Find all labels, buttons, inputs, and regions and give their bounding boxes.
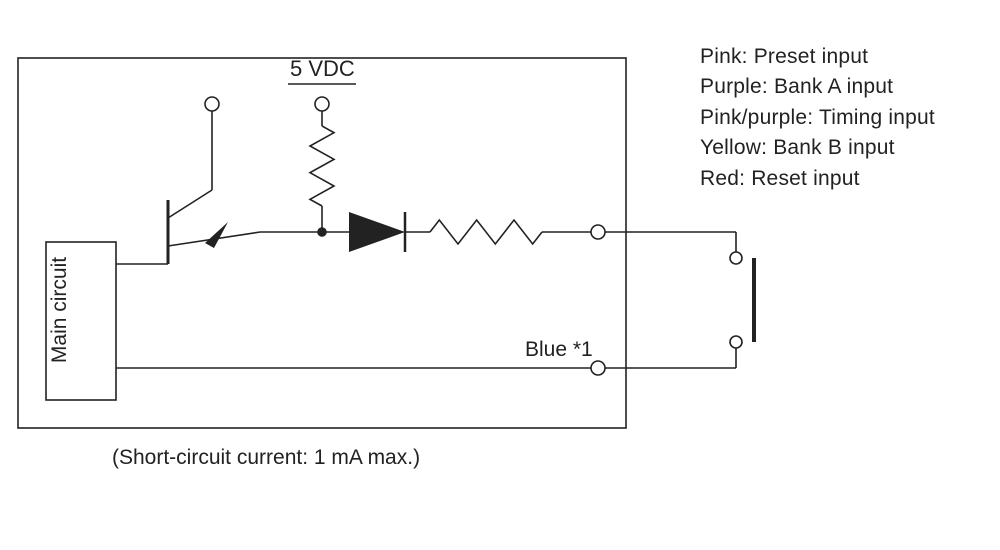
legend-pink: Pink: Preset input (700, 42, 935, 72)
legend-pink-purple: Pink/purple: Timing input (700, 103, 935, 133)
blue-wire-label: Blue *1 (525, 338, 593, 362)
main-circuit-label: Main circuit (48, 220, 72, 400)
legend-red: Red: Reset input (700, 164, 935, 194)
legend-yellow: Yellow: Bank B input (700, 133, 935, 163)
voltage-label: 5 VDC (290, 56, 355, 82)
short-circuit-note: (Short-circuit current: 1 mA max.) (112, 446, 420, 470)
legend-purple: Purple: Bank A input (700, 72, 935, 102)
wire-color-legend: Pink: Preset input Purple: Bank A input … (700, 42, 935, 194)
